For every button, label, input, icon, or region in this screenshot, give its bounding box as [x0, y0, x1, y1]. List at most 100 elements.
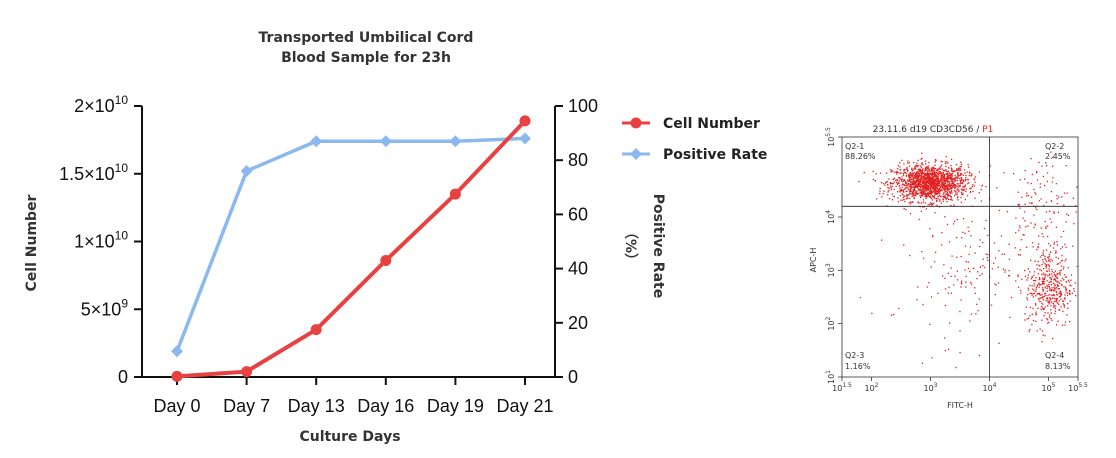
event-dot: [1056, 198, 1058, 200]
event-dot: [938, 180, 940, 182]
event-dot: [921, 152, 923, 154]
flow-plot-dots: [858, 151, 1078, 369]
event-dot: [982, 265, 984, 267]
event-dot: [904, 195, 906, 197]
event-dot: [1063, 192, 1066, 194]
event-dot: [911, 190, 913, 193]
event-dot: [930, 181, 932, 183]
right-tick-label: 100: [568, 96, 598, 116]
event-dot: [917, 171, 919, 173]
event-dot: [964, 169, 966, 171]
event-dot: [944, 350, 946, 352]
event-dot: [903, 163, 905, 165]
event-dot: [1044, 292, 1047, 294]
event-dot: [1051, 181, 1053, 183]
left-tick-base: 1.5×10: [59, 164, 115, 184]
event-dot: [1035, 287, 1037, 289]
event-dot: [943, 177, 945, 179]
event-dot: [980, 200, 982, 202]
event-dot: [938, 184, 940, 186]
event-dot: [921, 190, 923, 192]
event-dot: [944, 161, 946, 163]
event-dot: [945, 197, 947, 200]
event-dot: [1035, 288, 1037, 291]
event-dot: [951, 174, 953, 177]
event-dot: [960, 182, 962, 184]
event-dot: [923, 170, 926, 172]
event-dot: [954, 187, 957, 189]
event-dot: [916, 175, 918, 177]
event-dot: [962, 174, 964, 176]
event-dot: [950, 158, 953, 161]
event-dot: [1052, 156, 1054, 159]
event-dot: [929, 192, 932, 195]
event-dot: [1044, 263, 1046, 265]
event-dot: [957, 176, 959, 178]
event-dot: [955, 193, 957, 195]
event-dot: [965, 177, 967, 179]
event-dot: [1047, 322, 1049, 324]
event-dot: [953, 187, 956, 189]
event-dot: [950, 174, 952, 176]
event-dot: [931, 184, 934, 187]
event-dot: [947, 177, 949, 179]
event-dot: [950, 275, 952, 278]
event-dot: [904, 188, 906, 190]
event-dot: [1039, 183, 1042, 185]
event-dot: [927, 196, 929, 198]
event-dot: [936, 191, 939, 193]
event-dot: [1041, 341, 1043, 343]
event-dot: [1019, 249, 1021, 251]
flow-x-tick-label: 103: [923, 382, 937, 393]
event-dot: [914, 189, 916, 191]
event-dot: [1022, 234, 1024, 236]
event-dot: [891, 183, 894, 185]
event-dot: [906, 185, 908, 187]
event-dot: [1046, 290, 1048, 292]
event-dot: [918, 169, 920, 171]
event-dot: [906, 168, 908, 170]
event-dot: [899, 191, 901, 193]
event-dot: [962, 231, 964, 233]
event-dot: [931, 180, 933, 182]
event-dot: [1050, 258, 1052, 260]
event-dot: [938, 171, 940, 173]
event-dot: [901, 186, 903, 188]
event-dot: [932, 178, 935, 181]
event-dot: [920, 165, 922, 167]
event-dot: [917, 174, 920, 176]
event-dot: [946, 176, 948, 178]
event-dot: [956, 172, 959, 174]
event-dot: [997, 282, 1000, 284]
event-dot: [965, 190, 967, 192]
event-dot: [927, 193, 929, 196]
event-dot: [941, 244, 943, 246]
event-dot: [902, 189, 904, 192]
flow-x-tick-label: 102: [864, 382, 878, 393]
event-dot: [942, 169, 945, 171]
event-dot: [1004, 271, 1006, 273]
event-dot: [1066, 213, 1068, 215]
event-dot: [935, 159, 937, 161]
event-dot: [1039, 284, 1042, 286]
event-dot: [1064, 324, 1066, 326]
event-dot: [917, 201, 919, 203]
event-dot: [929, 202, 932, 204]
event-dot: [930, 197, 933, 199]
event-dot: [996, 187, 998, 189]
event-dot: [941, 182, 944, 184]
event-dot: [874, 180, 876, 182]
event-dot: [921, 157, 923, 159]
event-dot: [922, 168, 924, 170]
event-dot: [934, 193, 937, 195]
event-dot: [960, 161, 962, 163]
event-dot: [919, 179, 922, 181]
event-dot: [908, 202, 910, 204]
event-dot: [1042, 252, 1044, 254]
event-dot: [1050, 290, 1052, 292]
event-dot: [1075, 211, 1077, 213]
event-dot: [949, 198, 951, 201]
event-dot: [909, 183, 911, 185]
event-dot: [929, 183, 931, 185]
event-dot: [925, 187, 927, 189]
